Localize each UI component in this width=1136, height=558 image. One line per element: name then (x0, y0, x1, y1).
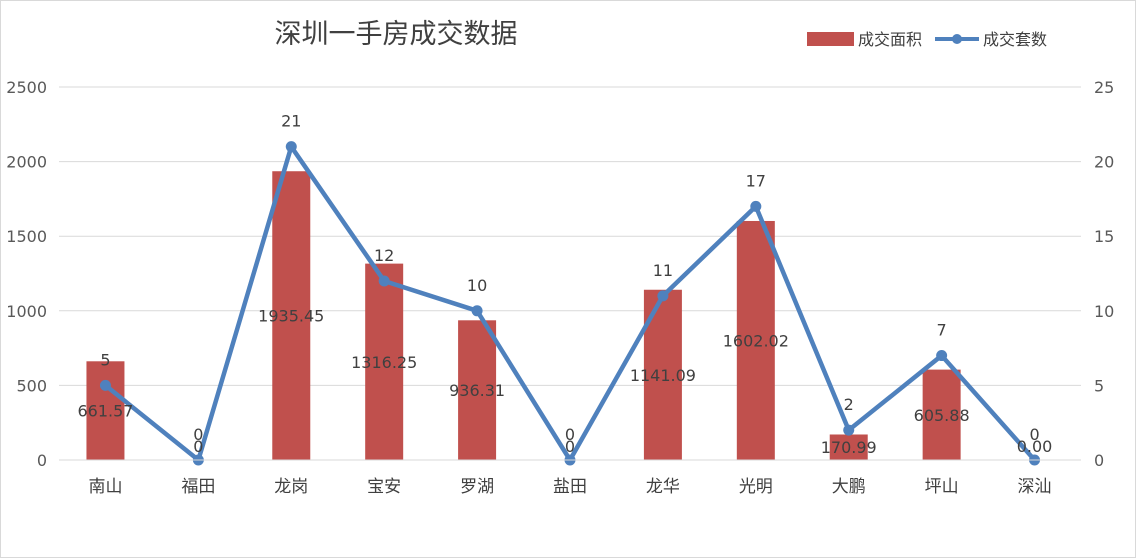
x-tick-label: 宝安 (367, 477, 401, 497)
bar-南山 (86, 361, 125, 460)
y-left-tick-label: 2500 (6, 78, 47, 97)
bar-data-label: 936.31 (449, 381, 505, 400)
bar-data-label: 1316.25 (351, 353, 417, 372)
legend: 成交面积 成交套数 (807, 30, 1047, 49)
y-left-tick-label: 1500 (6, 227, 47, 246)
line-data-label: 17 (746, 171, 766, 190)
data-labels: 661.57 0 1935.45 1316.25 936.31 0 1141.09 1602.… (77, 112, 1052, 458)
bar-宝安 (365, 263, 404, 460)
count-line (103, 144, 1037, 463)
count-point-大鹏 (843, 424, 855, 436)
x-tick-label: 罗湖 (460, 477, 494, 497)
line-data-label: 12 (374, 246, 394, 265)
y-left-tick-label: 1000 (6, 302, 47, 321)
line-series (99, 141, 1041, 466)
chart-title: 深圳一手房成交数据 (275, 19, 518, 50)
x-tick-label: 大鹏 (832, 477, 866, 497)
y-right-tick-label: 25 (1094, 78, 1114, 97)
count-point-龙华 (657, 290, 669, 302)
y-left-tick-label: 0 (37, 451, 47, 470)
y-left-tick-label: 2000 (6, 153, 47, 172)
line-data-label: 10 (467, 276, 487, 295)
count-point-罗湖 (471, 305, 483, 317)
count-point-南山 (99, 379, 111, 391)
bar-龙岗 (272, 171, 311, 460)
bar-data-label: 1141.09 (630, 366, 696, 385)
x-tick-label: 盐田 (553, 477, 587, 497)
x-tick-label: 龙岗 (274, 477, 308, 497)
y-right-tick-label: 15 (1094, 227, 1114, 246)
line-data-label: 2 (844, 395, 854, 414)
x-tick-label: 南山 (88, 477, 122, 497)
x-tick-label: 光明 (739, 477, 773, 497)
legend-swatch-count-marker (952, 34, 962, 44)
bar-data-label: 170.99 (821, 438, 877, 457)
line-data-label: 21 (281, 112, 301, 131)
y-right-tick-label: 20 (1094, 153, 1114, 172)
count-point-光明 (750, 200, 762, 212)
bar-data-label: 1935.45 (258, 307, 324, 326)
x-tick-label: 福田 (181, 477, 215, 497)
bar-坪山 (922, 369, 961, 460)
bar-data-label: 661.57 (77, 402, 133, 421)
bar-data-label: 0 (193, 437, 203, 456)
count-point-坪山 (936, 350, 948, 362)
bar-大鹏 (829, 434, 868, 460)
y-right-tick-label: 0 (1094, 451, 1104, 470)
x-tick-label: 坪山 (925, 477, 959, 497)
bar-data-label: 0.00 (1017, 437, 1053, 456)
bar-罗湖 (458, 320, 497, 460)
y-left-tick-label: 500 (16, 376, 47, 395)
bar-series (86, 171, 961, 460)
legend-swatch-area (807, 32, 854, 46)
y-right-tick-label: 10 (1094, 302, 1114, 321)
line-data-label: 11 (653, 261, 673, 280)
x-tick-label: 深汕 (1018, 477, 1052, 497)
legend-label-count: 成交套数 (983, 30, 1047, 49)
bar-光明 (736, 220, 775, 460)
bar-data-label: 0 (565, 437, 575, 456)
count-point-宝安 (378, 275, 390, 287)
line-data-label: 0 (565, 425, 575, 444)
bar-data-label: 605.88 (914, 406, 970, 425)
line-data-label: 0 (1029, 425, 1039, 444)
legend-label-area: 成交面积 (858, 30, 922, 49)
line-data-label: 5 (100, 350, 110, 369)
line-data-label: 7 (937, 321, 947, 340)
bar-data-label: 1602.02 (723, 331, 789, 350)
count-point-龙岗 (285, 141, 297, 153)
x-tick-label: 龙华 (646, 477, 680, 497)
line-data-label: 0 (193, 425, 203, 444)
y-right-tick-label: 5 (1094, 376, 1104, 395)
gridlines (59, 86, 1081, 386)
